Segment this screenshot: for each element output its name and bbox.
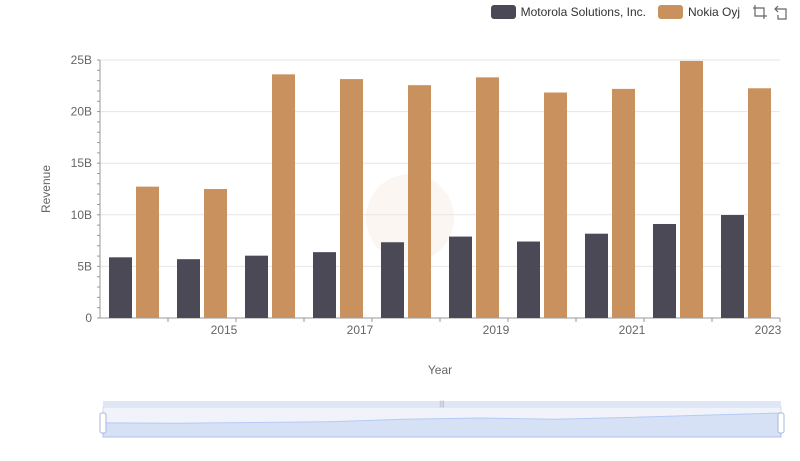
bar-nokia-2023[interactable] [748, 88, 771, 319]
bars [109, 60, 771, 319]
bar-nokia-2017[interactable] [340, 79, 363, 318]
bar-motorola-2022[interactable] [653, 223, 676, 318]
x-tick-label: 2021 [619, 323, 646, 337]
x-axis: 2015 2017 2019 2021 2023 [100, 317, 782, 337]
bar-nokia-2022[interactable] [680, 60, 703, 318]
legend-swatch-nokia [657, 5, 683, 19]
y-axis: 0 5B 10B 15B 20B 25B [71, 53, 101, 325]
zoom-icon[interactable] [752, 4, 768, 20]
y-tick-label: 0 [85, 311, 92, 325]
legend-item-motorola[interactable]: Motorola Solutions, Inc. [490, 5, 646, 19]
bar-motorola-2023[interactable] [721, 215, 744, 318]
legend: Motorola Solutions, Inc. Nokia Oyj [490, 4, 790, 20]
x-axis-label: Year [428, 363, 452, 377]
bar-nokia-2016[interactable] [272, 74, 295, 318]
legend-label-motorola: Motorola Solutions, Inc. [520, 5, 646, 19]
bar-nokia-2014[interactable] [136, 186, 159, 318]
bar-motorola-2014[interactable] [109, 257, 132, 318]
y-tick-label: 5B [77, 259, 92, 273]
x-tick-label: 2023 [755, 323, 782, 337]
bar-motorola-2017[interactable] [313, 252, 336, 318]
legend-swatch-motorola [490, 5, 516, 19]
y-tick-label: 25B [71, 53, 92, 67]
bar-motorola-2020[interactable] [517, 241, 540, 318]
y-tick-label: 15B [71, 156, 92, 170]
x-tick-label: 2017 [347, 323, 374, 337]
bar-motorola-2019[interactable] [449, 236, 472, 318]
legend-label-nokia: Nokia Oyj [687, 5, 740, 19]
y-tick-label: 10B [71, 208, 92, 222]
toolbox [752, 4, 790, 20]
y-axis-label: Revenue [39, 165, 53, 213]
y-tick-label: 20B [71, 105, 92, 119]
bar-motorola-2018[interactable] [381, 242, 404, 318]
bar-nokia-2021[interactable] [612, 88, 635, 318]
reset-zoom-icon[interactable] [774, 4, 790, 20]
bar-motorola-2021[interactable] [585, 233, 608, 318]
zoom-handle-right[interactable] [777, 412, 785, 434]
data-zoom-slider[interactable]: ||| [99, 401, 785, 438]
x-tick-label: 2019 [483, 323, 510, 337]
legend-item-nokia[interactable]: Nokia Oyj [657, 5, 740, 19]
zoom-handle-left[interactable] [99, 412, 107, 434]
x-tick-label: 2015 [211, 323, 238, 337]
bar-nokia-2020[interactable] [544, 92, 567, 319]
bar-nokia-2019[interactable] [476, 77, 499, 318]
bar-nokia-2015[interactable] [204, 189, 227, 318]
zoom-move-handle[interactable] [103, 401, 781, 407]
zoom-grip-icon: ||| [439, 401, 445, 408]
bar-motorola-2015[interactable] [177, 259, 200, 318]
bar-motorola-2016[interactable] [245, 255, 268, 318]
bar-nokia-2018[interactable] [408, 85, 431, 318]
